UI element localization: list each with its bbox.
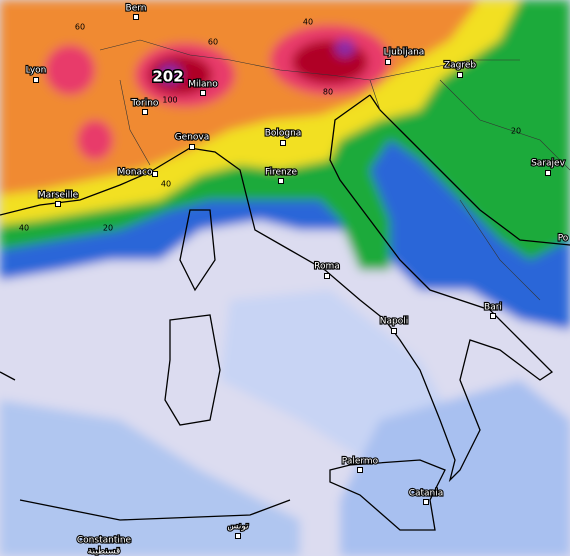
- city-marker: [33, 77, 39, 83]
- city-label: Bologna: [265, 129, 302, 139]
- city-marker: [280, 140, 286, 146]
- city-label: Lyon: [26, 66, 47, 76]
- city-label: Bari: [484, 303, 502, 313]
- city-marker: [55, 201, 61, 207]
- city-marker: [324, 273, 330, 279]
- city-labels: Bern Lyon Torino Milano Genova Bologna Monaco M…: [25, 2, 570, 556]
- city-label: Constantine: [77, 536, 132, 546]
- contour-label: 20: [103, 224, 113, 233]
- city-label: Sarajev: [531, 159, 565, 169]
- city-label: Monaco: [118, 168, 153, 178]
- city-label: Milano: [188, 80, 218, 90]
- city-marker: [385, 59, 391, 65]
- city-label: Roma: [314, 262, 340, 272]
- contour-label: 40: [303, 18, 313, 27]
- city-label: Firenze: [265, 168, 297, 178]
- city-marker: [235, 533, 241, 539]
- city-label: قسنطينة: [88, 547, 121, 556]
- city-marker: [278, 178, 284, 184]
- city-label: Palermo: [342, 457, 379, 467]
- city-label: Bern: [126, 4, 147, 14]
- contour-label: 60: [208, 38, 218, 47]
- city-label: Marseille: [38, 191, 79, 201]
- city-marker: [391, 328, 397, 334]
- coastlines: [0, 39, 570, 531]
- city-marker: [545, 170, 551, 176]
- city-marker: [490, 313, 496, 319]
- city-marker: [200, 90, 206, 96]
- city-label: تونس: [227, 522, 249, 532]
- city-marker: [457, 72, 463, 78]
- contour-label: 40: [19, 224, 29, 233]
- contour-label: 80: [323, 88, 333, 97]
- contour-labels: 60 40 60 202 100 80 40 40 20 20: [19, 18, 521, 233]
- contour-label: 100: [162, 96, 177, 105]
- city-marker: [357, 467, 363, 473]
- city-marker: [133, 14, 139, 20]
- city-marker: [423, 499, 429, 505]
- city-label: Po: [558, 234, 569, 244]
- contour-label: 20: [511, 127, 521, 136]
- contour-label: 60: [75, 23, 85, 32]
- city-label: Ljubljana: [384, 48, 425, 58]
- city-label: Napoli: [380, 317, 408, 327]
- city-marker: [189, 144, 195, 150]
- city-marker: [152, 171, 158, 177]
- city-label: Torino: [131, 99, 159, 109]
- city-marker: [142, 109, 148, 115]
- city-label: Zagreb: [444, 61, 476, 71]
- city-label: Catania: [409, 489, 444, 499]
- contour-label: 40: [161, 180, 171, 189]
- city-label: Genova: [175, 133, 210, 143]
- contour-label: 202: [152, 68, 183, 86]
